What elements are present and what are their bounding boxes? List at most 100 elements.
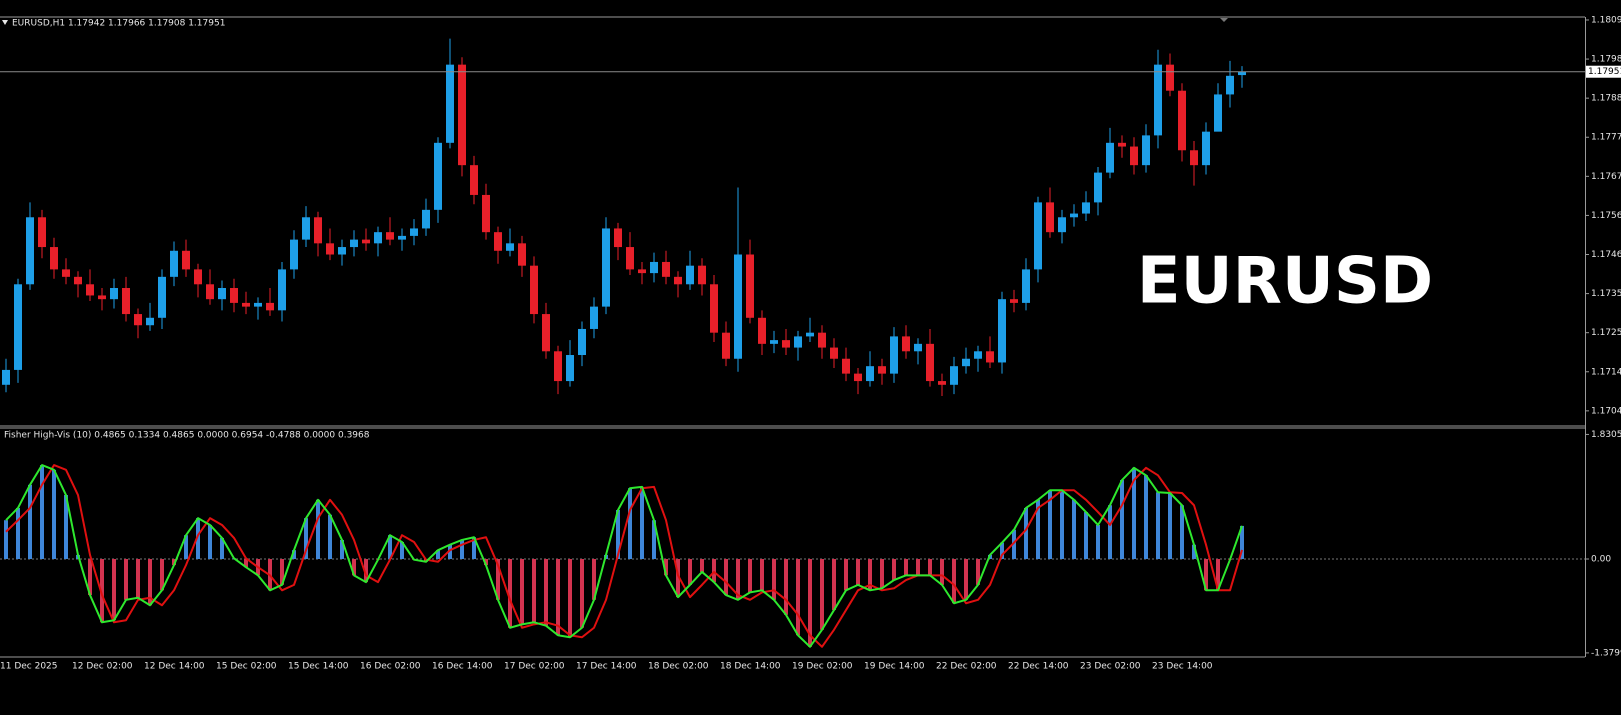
- symbol-header: EURUSD,H1 1.17942 1.17966 1.17908 1.1795…: [12, 19, 225, 29]
- x-tick-label: 15 Dec 02:00: [216, 662, 277, 672]
- candle-body: [626, 247, 634, 270]
- x-tick-label: 23 Dec 02:00: [1080, 662, 1141, 672]
- candle-body: [1046, 202, 1054, 233]
- histogram-bar: [1240, 525, 1244, 560]
- histogram-bar: [568, 559, 572, 638]
- histogram-bar: [808, 559, 812, 647]
- candle-body: [542, 314, 550, 352]
- candle-body: [74, 276, 82, 285]
- candle-body: [38, 217, 46, 248]
- y-tick-label: 1.18090: [1591, 15, 1621, 25]
- histogram-bar: [664, 559, 668, 576]
- histogram-bar: [124, 559, 128, 600]
- x-tick-label: 16 Dec 02:00: [360, 662, 421, 672]
- x-tick-label: 23 Dec 14:00: [1152, 662, 1213, 672]
- histogram-bar: [592, 559, 596, 600]
- histogram-bar: [196, 518, 200, 560]
- histogram-bar: [700, 559, 704, 572]
- candle-body: [326, 243, 334, 255]
- candle-body: [158, 276, 166, 318]
- candle-body: [362, 239, 370, 244]
- candle-body: [302, 217, 310, 240]
- candle-body: [986, 351, 994, 363]
- histogram-bar: [796, 559, 800, 636]
- candle-body: [1034, 202, 1042, 270]
- candle-body: [26, 217, 34, 285]
- histogram-bar: [784, 559, 788, 615]
- candle-body: [446, 64, 454, 143]
- histogram-bar: [4, 520, 8, 560]
- histogram-bar: [940, 559, 944, 585]
- y-tick-label: 1.17565: [1591, 211, 1621, 221]
- candle-body: [194, 269, 202, 285]
- x-tick-label: 15 Dec 14:00: [288, 662, 349, 672]
- candle-body: [746, 254, 754, 318]
- histogram-bar: [1072, 499, 1076, 560]
- histogram-bar: [388, 535, 392, 560]
- histogram-bar: [484, 559, 488, 566]
- candle-body: [14, 284, 22, 370]
- candle-body: [230, 288, 238, 303]
- histogram-bar: [352, 559, 356, 576]
- histogram-bar: [172, 559, 176, 566]
- candle-body: [890, 336, 898, 374]
- histogram-bar: [304, 518, 308, 560]
- histogram-bar: [952, 559, 956, 604]
- x-tick-label: 22 Dec 02:00: [936, 662, 997, 672]
- y-tick-label: 1.17145: [1591, 367, 1621, 377]
- histogram-bar: [280, 559, 284, 585]
- candle-body: [686, 265, 694, 285]
- histogram-bar: [1000, 542, 1004, 560]
- histogram-bar: [148, 559, 152, 606]
- candle-body: [878, 366, 886, 374]
- candle-body: [62, 269, 70, 277]
- candle-body: [1010, 299, 1018, 303]
- histogram-bar: [340, 539, 344, 560]
- histogram-bar: [580, 559, 584, 628]
- candle-body: [914, 343, 922, 352]
- histogram-bar: [832, 559, 836, 611]
- candle-body: [770, 340, 778, 344]
- x-tick-label: 19 Dec 02:00: [792, 662, 853, 672]
- candle-body: [818, 332, 826, 348]
- histogram-bar: [748, 559, 752, 593]
- candle-body: [1154, 64, 1162, 136]
- y-tick-label: 1.17985: [1591, 55, 1621, 65]
- histogram-bar: [976, 559, 980, 585]
- candle-body: [758, 317, 766, 344]
- candle-body: [98, 295, 106, 300]
- histogram-bar: [652, 520, 656, 560]
- candle-body: [182, 250, 190, 270]
- candle-body: [674, 276, 682, 285]
- candle-body: [854, 373, 862, 382]
- histogram-bar: [316, 499, 320, 560]
- candle-body: [470, 165, 478, 195]
- candle-body: [1058, 217, 1066, 233]
- candle-body: [374, 232, 382, 244]
- candle-body: [806, 332, 814, 337]
- histogram-bar: [112, 559, 116, 621]
- candle-body: [242, 302, 250, 307]
- histogram-bar: [400, 541, 404, 560]
- candle-body: [122, 288, 130, 315]
- candle-body: [1226, 75, 1234, 95]
- candle-body: [350, 239, 358, 248]
- histogram-bar: [292, 550, 296, 560]
- histogram-bar: [964, 559, 968, 600]
- candle-body: [518, 243, 526, 266]
- candle-body: [782, 340, 790, 348]
- histogram-bar: [1048, 490, 1052, 560]
- candle-body: [1238, 71, 1246, 76]
- menu-triangle: [2, 20, 8, 25]
- histogram-bar: [160, 559, 164, 591]
- candle-body: [422, 209, 430, 229]
- last-price-label: 1.17951: [1588, 67, 1621, 77]
- histogram-bar: [1156, 492, 1160, 560]
- candle-body: [398, 235, 406, 240]
- histogram-bar: [1084, 512, 1088, 560]
- candle-body: [206, 284, 214, 300]
- candle-body: [290, 239, 298, 270]
- candle-body: [86, 284, 94, 296]
- candle-body: [1118, 142, 1126, 147]
